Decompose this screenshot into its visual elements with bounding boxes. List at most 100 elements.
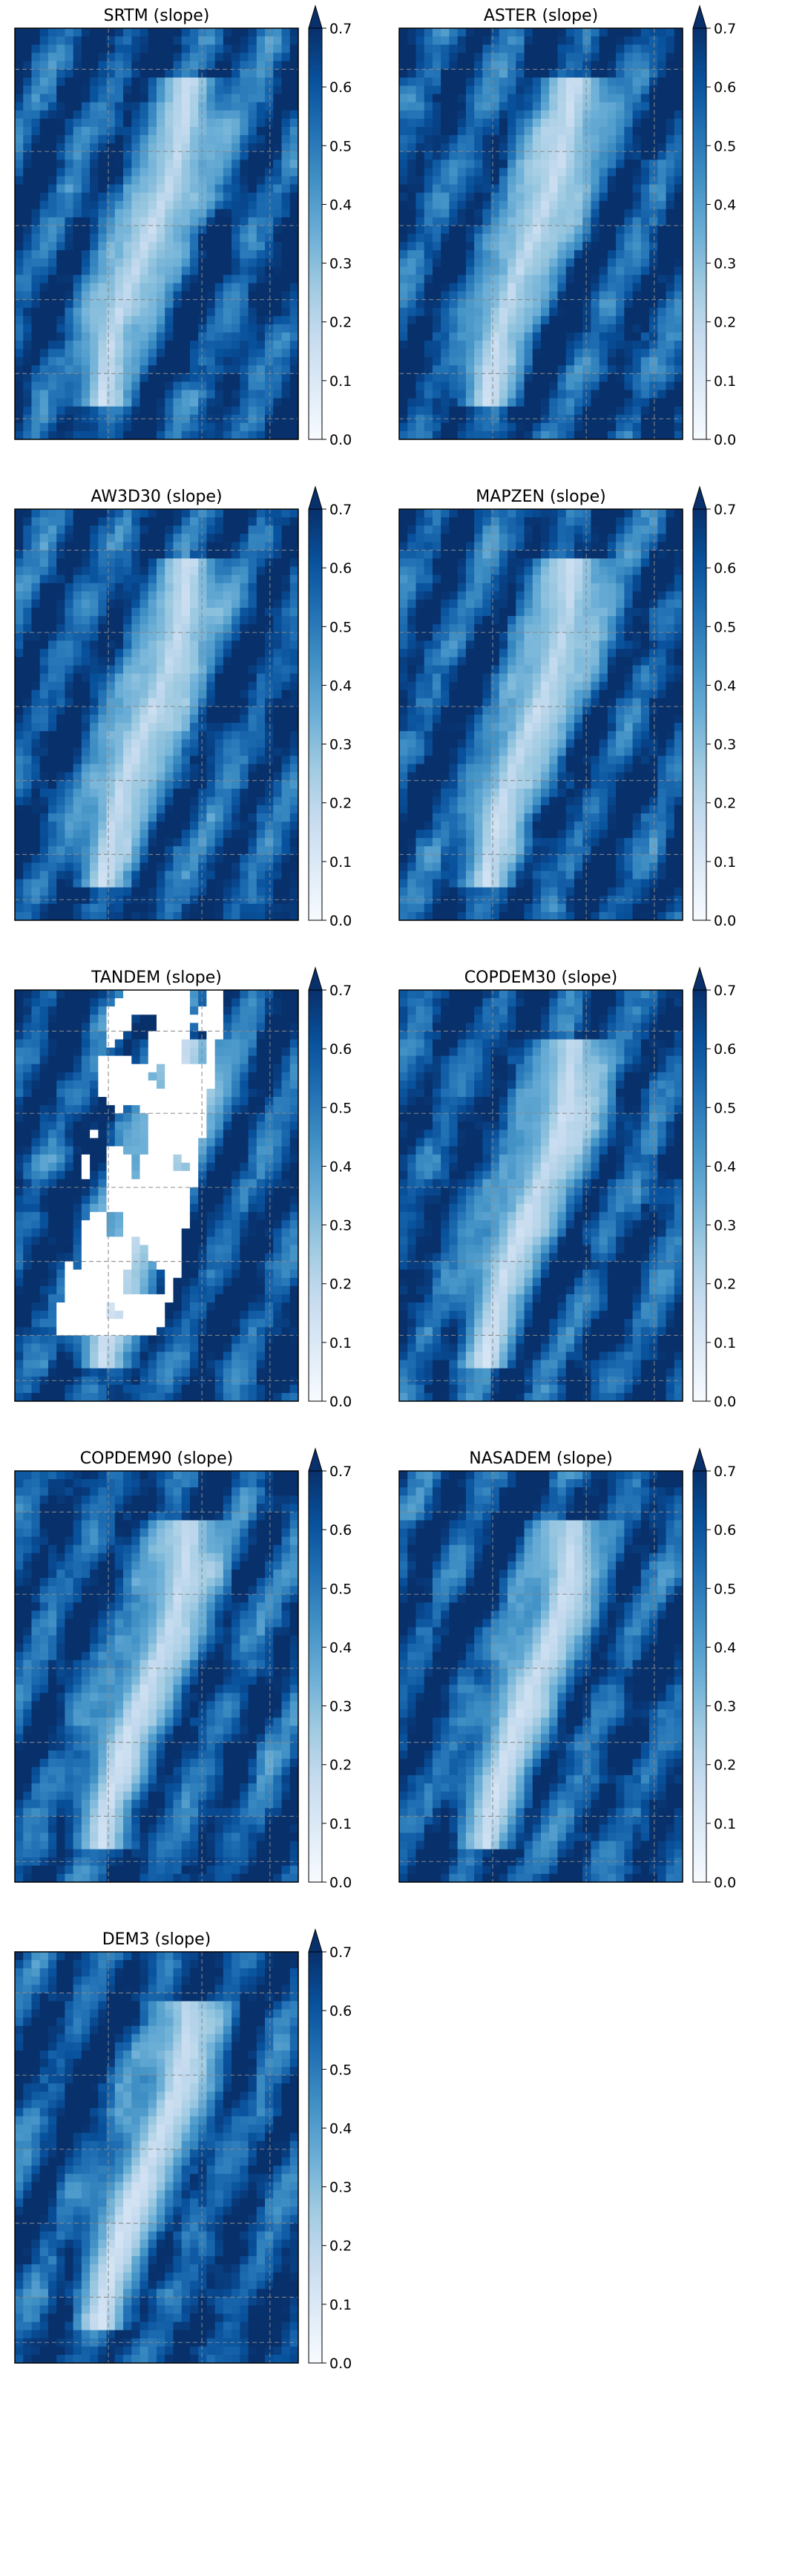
heatmap-cell	[289, 616, 299, 625]
heatmap-cell	[674, 398, 683, 407]
heatmap-cell	[65, 118, 74, 128]
heatmap-cell	[649, 143, 658, 152]
heatmap-cell	[474, 275, 483, 284]
heatmap-cell	[674, 69, 683, 78]
heatmap-cell	[508, 258, 516, 267]
heatmap-cell	[98, 381, 107, 390]
heatmap-cell	[131, 69, 140, 78]
heatmap-cell	[123, 862, 132, 871]
heatmap-cell	[114, 315, 124, 325]
heatmap-cell	[582, 200, 591, 210]
heatmap-cell	[256, 242, 266, 251]
heatmap-cell	[248, 85, 257, 95]
heatmap-cell	[223, 373, 232, 382]
heatmap-cell	[457, 398, 467, 407]
heatmap-cell	[632, 160, 642, 168]
heatmap-cell	[265, 764, 274, 773]
heatmap-cell	[490, 422, 500, 432]
heatmap-cell	[516, 291, 525, 301]
heatmap-cell	[549, 110, 558, 119]
heatmap-cell	[173, 534, 183, 543]
heatmap-cell	[657, 258, 666, 267]
heatmap-cell	[98, 258, 107, 267]
heatmap-cell	[281, 275, 291, 284]
heatmap-cell	[206, 624, 216, 633]
heatmap-cell	[273, 110, 282, 119]
heatmap-cell	[148, 673, 157, 683]
heatmap-cell	[214, 822, 224, 830]
heatmap-cell	[173, 200, 183, 210]
heatmap-cell	[474, 118, 483, 128]
heatmap-cell	[399, 36, 408, 45]
heatmap-cell	[90, 250, 99, 259]
heatmap-cell	[582, 53, 591, 62]
heatmap-cell	[632, 283, 642, 292]
heatmap-cell	[640, 390, 650, 399]
heatmap-cell	[139, 796, 149, 806]
heatmap-cell	[490, 61, 500, 70]
heatmap-cell	[541, 430, 550, 440]
colorbar-tick-label: 0.0	[714, 432, 736, 448]
heatmap-cell	[273, 838, 282, 847]
heatmap-cell	[499, 341, 508, 350]
heatmap-cell	[240, 36, 249, 45]
heatmap-cell	[256, 143, 266, 152]
heatmap-cell	[591, 184, 600, 193]
heatmap-cell	[674, 381, 683, 390]
heatmap-cell	[265, 591, 274, 600]
heatmap-cell	[532, 341, 542, 350]
heatmap-cell	[640, 381, 650, 390]
heatmap-cell	[31, 398, 41, 407]
heatmap-cell	[123, 649, 132, 658]
heatmap-cell	[123, 715, 132, 724]
heatmap-cell	[265, 45, 274, 53]
heatmap-cell	[206, 854, 216, 863]
heatmap-cell	[148, 517, 157, 526]
heatmap-cell	[582, 283, 591, 292]
heatmap-cell	[23, 77, 32, 86]
heatmap-cell	[674, 77, 683, 86]
heatmap-cell	[90, 788, 99, 798]
heatmap-cell	[223, 332, 232, 341]
heatmap-cell	[39, 525, 49, 534]
heatmap-cell	[465, 381, 475, 390]
heatmap-cell	[157, 846, 165, 855]
heatmap-cell	[532, 266, 542, 275]
heatmap-cell	[624, 118, 633, 128]
heatmap-cell	[607, 390, 617, 399]
heatmap-cell	[591, 250, 600, 259]
heatmap-cell	[256, 135, 266, 144]
heatmap-cell	[465, 242, 475, 251]
heatmap-cell	[289, 332, 299, 341]
heatmap-cell	[632, 349, 642, 358]
heatmap-cell	[289, 624, 299, 633]
heatmap-cell	[73, 731, 82, 740]
heatmap-cell	[31, 517, 41, 526]
gridlines	[399, 28, 683, 439]
heatmap-cell	[674, 291, 683, 301]
heatmap-cell	[289, 299, 299, 309]
heatmap-cell	[198, 422, 207, 432]
heatmap-cell	[15, 430, 24, 440]
heatmap-cell	[265, 739, 274, 748]
heatmap-cell	[139, 324, 149, 333]
heatmap-cell	[449, 242, 459, 251]
heatmap-cell	[223, 242, 232, 251]
heatmap-cell	[198, 640, 207, 649]
heatmap-cell	[181, 28, 191, 37]
heatmap-cell	[206, 217, 216, 226]
heatmap-cell	[281, 756, 291, 764]
heatmap-cell	[532, 151, 542, 160]
heatmap-cell	[214, 813, 224, 822]
heatmap-cell	[265, 381, 274, 390]
heatmap-cell	[65, 365, 74, 374]
heatmap-cell	[624, 94, 633, 103]
heatmap-cell	[248, 217, 257, 226]
heatmap-cell	[465, 85, 475, 95]
heatmap-cell	[273, 566, 282, 576]
heatmap-cell	[223, 566, 232, 576]
heatmap-cell	[223, 624, 232, 633]
heatmap-cell	[181, 176, 191, 185]
heatmap-cell	[499, 307, 508, 317]
heatmap-cell	[114, 110, 124, 119]
